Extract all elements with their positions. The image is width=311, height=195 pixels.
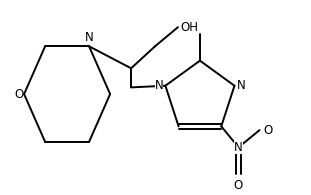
Text: O: O xyxy=(234,179,243,192)
Text: N: N xyxy=(85,31,94,44)
Text: OH: OH xyxy=(181,21,199,34)
Text: O: O xyxy=(14,88,23,101)
Text: N: N xyxy=(236,79,245,92)
Text: N: N xyxy=(234,141,243,154)
Text: N: N xyxy=(155,79,164,92)
Text: O: O xyxy=(263,124,272,137)
